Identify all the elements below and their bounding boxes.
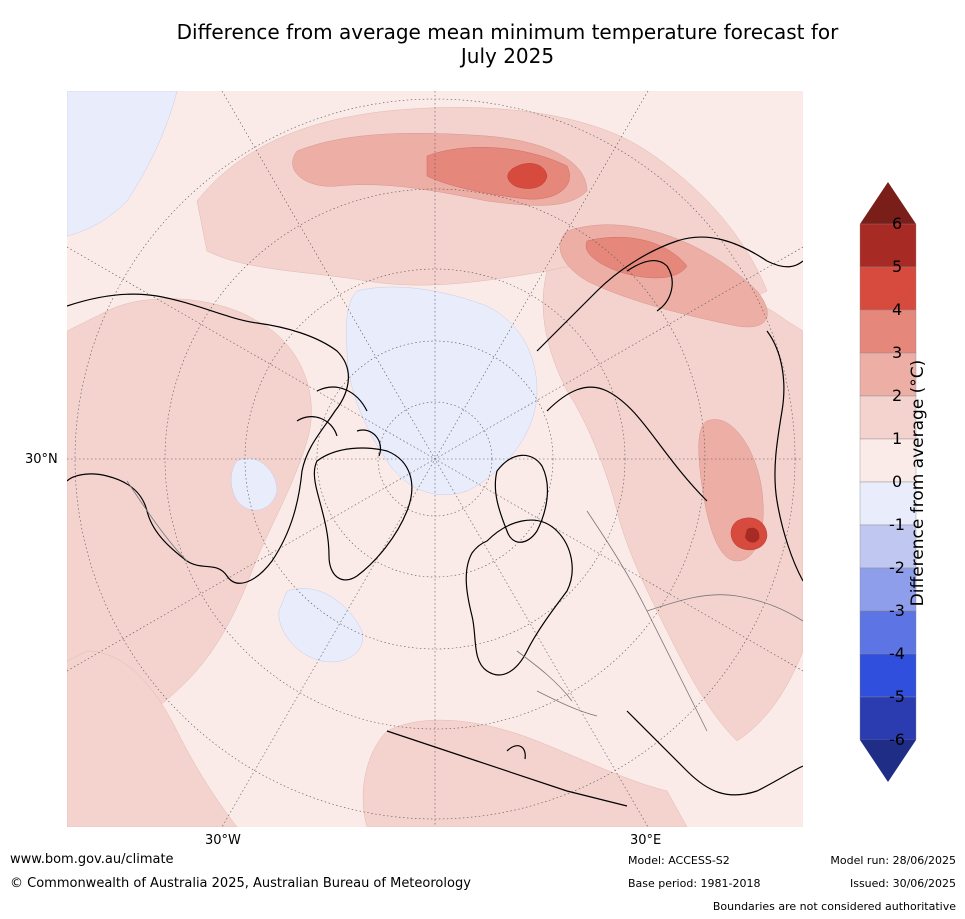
- colorbar-extend-above: [860, 182, 916, 224]
- colorbar-tick-label: 3: [892, 343, 903, 362]
- colorbar-segments: [859, 182, 917, 782]
- anomaly-region-below-0-atlantic: [278, 588, 364, 663]
- colorbar-tick-label: 4: [892, 300, 903, 319]
- colorbar-segment-5_to_6: [859, 223, 917, 268]
- meridian-60w-120e: [67, 246, 803, 672]
- border-europe-internal: [516, 650, 598, 717]
- colorbar-tick-label: 6: [892, 214, 903, 233]
- colorbar-segment-m4_to_m3: [859, 610, 917, 655]
- coastline-greenland: [313, 447, 413, 581]
- website-link[interactable]: www.bom.gov.au/climate: [10, 852, 174, 867]
- colorbar-segment-m2_to_m1: [859, 524, 917, 569]
- label-30w: 30°W: [205, 833, 241, 848]
- colorbar-segment-4_to_5: [859, 266, 917, 311]
- title-line-1: Difference from average mean minimum tem…: [176, 20, 839, 44]
- colorbar-segment-0_to_1: [859, 438, 917, 483]
- chart-title: Difference from average mean minimum tem…: [100, 20, 915, 68]
- colorbar-segment-m3_to_m2: [859, 567, 917, 612]
- issued-text: Issued: 30/06/2025: [849, 877, 956, 890]
- anomaly-region-atlantic: [67, 650, 238, 827]
- colorbar-title: Difference from average (°C): [908, 359, 928, 607]
- colorbar: [859, 182, 917, 782]
- meridian-lines: [67, 91, 803, 827]
- anomaly-region-north-america: [67, 298, 312, 747]
- coastline-scandinavia: [494, 454, 548, 543]
- colorbar-segment-m1_to_0: [859, 481, 917, 526]
- colorbar-tick-label: -1: [889, 515, 905, 534]
- border-central-asia: [646, 594, 803, 622]
- colorbar-tick-label: 1: [892, 429, 903, 448]
- coastline-russia-north: [546, 386, 708, 502]
- colorbar-tick-label: -5: [889, 687, 905, 706]
- coastline-siberia: [536, 236, 803, 352]
- coastline-canadian-archipelago: [296, 386, 381, 457]
- label-30e: 30°E: [630, 833, 662, 848]
- country-borders: [126, 480, 803, 732]
- latitude-circle-70: [316, 340, 554, 578]
- coastline-mediterranean: [386, 730, 628, 807]
- colorbar-segment-3_to_4: [859, 309, 917, 354]
- colorbar-tick-label: 2: [892, 386, 903, 405]
- model-run-text: Model run: 28/06/2025: [830, 854, 956, 867]
- anomaly-region-above-6-east-asia: [745, 527, 760, 543]
- colorbar-segment-m6_to_m5: [859, 696, 917, 741]
- latitude-circle-50: [164, 188, 706, 730]
- coastline-middle-east: [626, 710, 803, 796]
- forecast-map: [67, 91, 803, 827]
- colorbar-tick-label: 0: [892, 472, 903, 491]
- colorbar-segment-m5_to_m4: [859, 653, 917, 698]
- anomaly-region-4-5-pacific: [507, 163, 548, 189]
- coastline-europe: [465, 519, 573, 676]
- copyright-text: © Commonwealth of Australia 2025, Austra…: [10, 876, 471, 891]
- base-period-text: Base period: 1981-2018: [628, 877, 761, 890]
- colorbar-segment-2_to_3: [859, 352, 917, 397]
- colorbar-tick-label: -6: [889, 730, 905, 749]
- coastline-kamchatka: [626, 259, 673, 312]
- colorbar-segment-1_to_2: [859, 395, 917, 440]
- coastline-east-asia: [766, 330, 803, 582]
- colorbar-tick-label: -4: [889, 644, 905, 663]
- model-text: Model: ACCESS-S2: [628, 854, 730, 867]
- anomaly-region-below-0-canada: [231, 458, 278, 511]
- disclaimer-text: Boundaries are not considered authoritat…: [712, 900, 956, 913]
- label-30n: 30°N: [25, 452, 58, 467]
- anomaly-region-below-0-north-pacific: [67, 91, 178, 237]
- latitude-circle-60: [244, 268, 626, 650]
- title-line-2: July 2025: [460, 44, 555, 68]
- colorbar-extend-below: [860, 740, 916, 782]
- colorbar-tick-label: 5: [892, 257, 903, 276]
- border-north-america: [126, 480, 188, 562]
- colorbar-tick-label: -2: [889, 558, 905, 577]
- colorbar-tick-label: -3: [889, 601, 905, 620]
